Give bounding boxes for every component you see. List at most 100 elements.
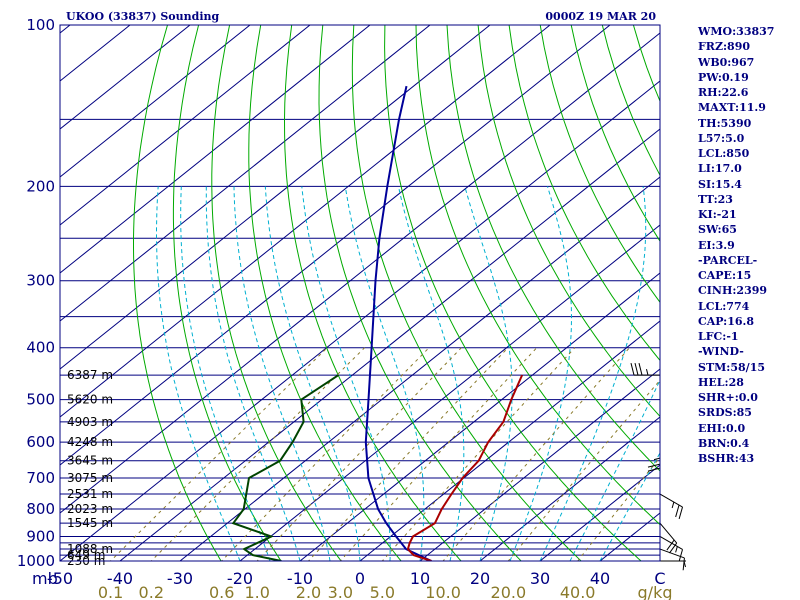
wind-barb-shaft bbox=[659, 493, 683, 508]
moist-adiabat-line bbox=[599, 452, 660, 561]
wind-barb-feather bbox=[634, 363, 639, 376]
temperature-tick-label: 10 bbox=[410, 569, 430, 588]
isotherm-line bbox=[60, 32, 660, 514]
isotherm-line bbox=[539, 464, 660, 561]
sounding-index-item: EI:3.9 bbox=[698, 238, 735, 252]
wind-barb-feather bbox=[647, 467, 661, 472]
dry-adiabat-line bbox=[415, 25, 660, 526]
chart-series bbox=[231, 85, 524, 561]
isotherm-line bbox=[60, 25, 611, 466]
height-label: 5620 m bbox=[67, 393, 113, 407]
mixing-ratio-line bbox=[150, 347, 365, 561]
temperature-tick-label: 30 bbox=[530, 569, 550, 588]
moist-adiabat-line bbox=[301, 186, 391, 561]
mixing-ratio-tick-label: 40.0 bbox=[560, 583, 596, 600]
isotherm-line bbox=[239, 224, 660, 561]
temperature-tick-label: -20 bbox=[227, 569, 253, 588]
wind-barb-feather bbox=[666, 539, 675, 551]
pressure-tick-label: 500 bbox=[26, 391, 55, 409]
dry-adiabat-line bbox=[477, 25, 660, 418]
temperature-tick-label: -50 bbox=[47, 569, 73, 588]
mixing-ratio-line bbox=[381, 347, 576, 561]
temperature-tick-label: -40 bbox=[107, 569, 133, 588]
mixing-ratio-line bbox=[109, 347, 328, 561]
sounding-index-item: CINH:2399 bbox=[698, 284, 768, 298]
mixing-ratio-tick-label: 1.0 bbox=[244, 583, 269, 600]
moist-adiabat-line bbox=[509, 186, 572, 561]
sounding-index-item: BSHR:43 bbox=[698, 452, 755, 465]
sounding-index-item: SW:65 bbox=[698, 223, 737, 237]
isotherm-line bbox=[60, 25, 551, 418]
pressure-tick-label: 800 bbox=[26, 500, 55, 518]
sounding-index-item: TT:23 bbox=[698, 192, 733, 206]
sounding-index-item: EHI:0.0 bbox=[698, 421, 746, 435]
height-label: 6387 m bbox=[67, 368, 113, 382]
isotherm-line bbox=[299, 272, 660, 561]
mixing-ratio-tick-label: 3.0 bbox=[328, 583, 353, 600]
isotherm-line bbox=[179, 176, 660, 561]
sounding-index-item: CAP:16.8 bbox=[698, 314, 755, 328]
mixing-ratio-tick-label: 0.6 bbox=[209, 583, 234, 600]
wind-barb-feather bbox=[675, 504, 680, 518]
pressure-tick-label: 400 bbox=[26, 339, 55, 357]
chart-timestamp: 0000Z 19 MAR 20 bbox=[545, 10, 656, 23]
pressure-tick-label: 600 bbox=[26, 433, 55, 451]
wind-barb-feather bbox=[682, 557, 685, 571]
isotherm-line bbox=[60, 25, 431, 322]
isotherm-line bbox=[359, 320, 660, 561]
height-label: 3645 m bbox=[67, 454, 113, 468]
height-label: 3075 m bbox=[67, 471, 113, 485]
wind-barb-feather bbox=[678, 549, 683, 562]
dry-adiabat-line bbox=[539, 25, 660, 304]
mixing-ratio-tick-label: 20.0 bbox=[491, 583, 527, 600]
mixing-ratio-tick-label: 0.2 bbox=[139, 583, 164, 600]
isotherm-line bbox=[119, 128, 660, 561]
chart-title: UKOO (33837) Sounding bbox=[66, 10, 220, 23]
dry-adiabat-line bbox=[384, 25, 642, 561]
mixing-ratio-line bbox=[221, 347, 430, 561]
isotherm-line bbox=[419, 368, 660, 561]
isotherm-line bbox=[60, 80, 660, 561]
sounding-index-item: LCL:774 bbox=[698, 299, 750, 313]
dry-adiabat-line bbox=[508, 25, 660, 362]
wind-barb-half-feather bbox=[675, 546, 678, 553]
sounding-index-item: HEL:28 bbox=[698, 375, 744, 389]
moist-adiabat-line bbox=[539, 186, 647, 561]
height-label: 1088 m bbox=[67, 542, 113, 556]
sounding-index-item: LCL:850 bbox=[698, 147, 750, 160]
wind-barb-feather bbox=[630, 363, 635, 376]
wind-barb-feather bbox=[678, 506, 683, 520]
sounding-index-item: KI:-21 bbox=[698, 208, 737, 221]
temperature-profile-line bbox=[406, 374, 524, 561]
height-label: 2023 m bbox=[67, 502, 113, 516]
sounding-index-item: TH:5390 bbox=[698, 116, 752, 130]
mixing-ratio-tick-label: 10.0 bbox=[425, 583, 461, 600]
pressure-tick-label: 200 bbox=[26, 177, 55, 195]
mixing-ratio-tick-label: 2.0 bbox=[296, 583, 321, 600]
moist-adiabat-line bbox=[344, 186, 425, 561]
wind-barb-half-feather bbox=[671, 501, 675, 509]
parcel-profile-line bbox=[364, 85, 432, 561]
sounding-index-item: SRDS:85 bbox=[698, 406, 752, 420]
wind-barb-shaft bbox=[659, 522, 678, 544]
sounding-index-item: LI:17.0 bbox=[698, 162, 742, 176]
sounding-index-item: SHR+:0.0 bbox=[698, 391, 758, 404]
isotherm-line bbox=[60, 25, 371, 274]
dry-adiabat-line bbox=[248, 25, 402, 561]
moist-adiabat-line bbox=[264, 186, 361, 561]
moist-adiabat-line bbox=[233, 186, 331, 561]
sounding-index-item: BRN:0.4 bbox=[698, 436, 750, 450]
dry-adiabat-line bbox=[446, 25, 660, 472]
moist-adiabat-line bbox=[156, 186, 241, 561]
wind-barb-shaft bbox=[659, 536, 683, 550]
sounding-index-item: RH:22.6 bbox=[698, 86, 749, 99]
wind-barb-feather bbox=[638, 363, 643, 376]
sounding-index-item: WB0:967 bbox=[698, 55, 755, 69]
pressure-tick-label: 900 bbox=[26, 527, 55, 545]
dry-adiabat-line bbox=[318, 25, 522, 561]
mixing-ratio-line bbox=[256, 347, 462, 561]
plot-frame bbox=[59, 24, 661, 562]
height-label: 1545 m bbox=[67, 516, 113, 530]
